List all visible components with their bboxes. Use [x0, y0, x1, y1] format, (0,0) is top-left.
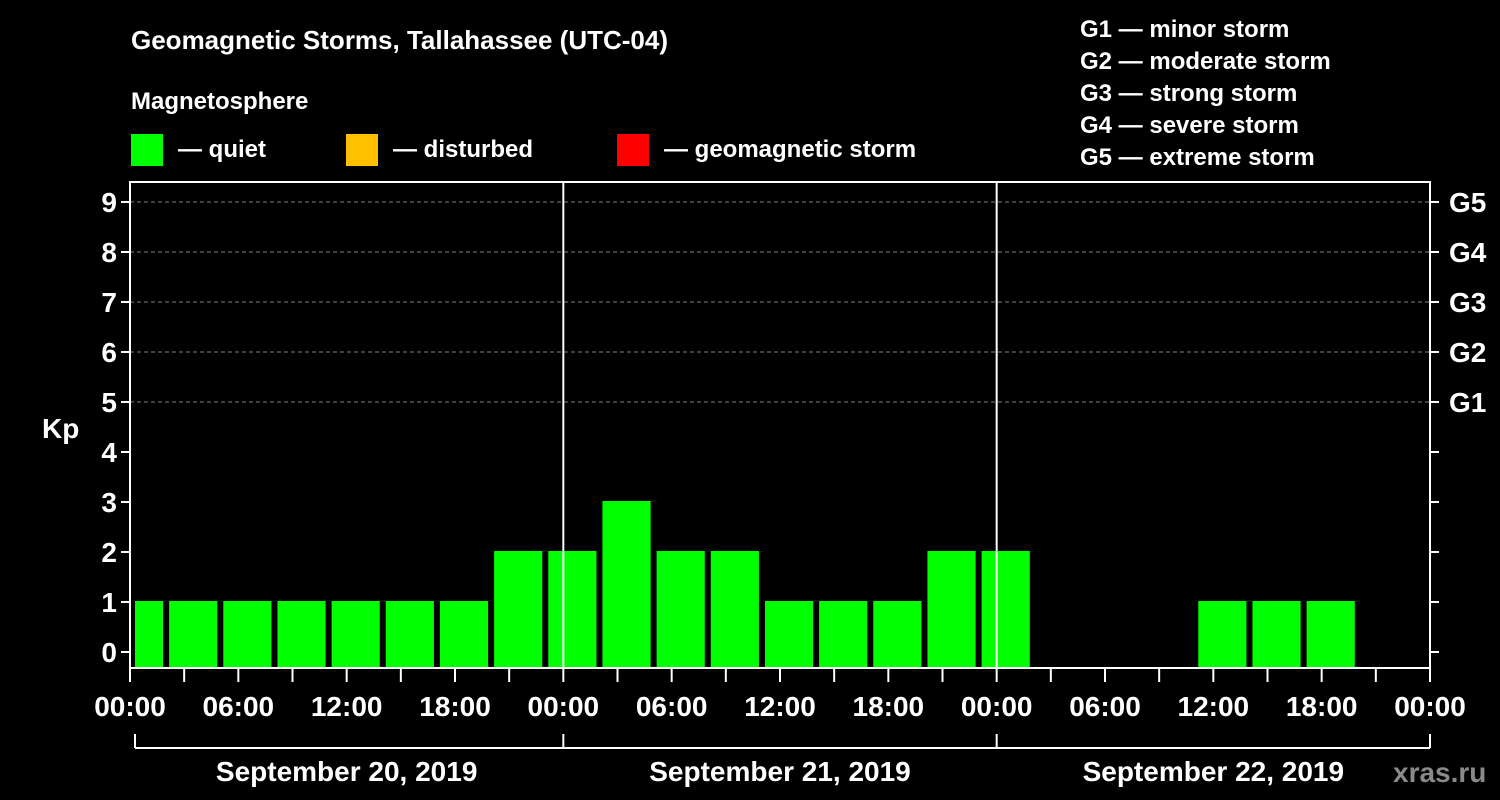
legend: — quiet — disturbed — geomagnetic storm: [131, 134, 916, 166]
x-tick-label-4: 00:00: [528, 691, 600, 722]
legend-label-quiet: — quiet: [178, 136, 266, 163]
x-tick-label-6: 12:00: [744, 691, 816, 722]
kp-bar-10: [656, 551, 705, 668]
kp-bar-18: [1252, 601, 1301, 668]
kp-bar-17: [1198, 601, 1247, 668]
kp-bar-15: [927, 551, 976, 668]
y-tick-label-2: 2: [101, 537, 117, 568]
kp-bar-8: [548, 551, 597, 668]
plot-frame: [129, 181, 1431, 669]
kp-bar-19: [1306, 601, 1355, 668]
y-tick-label-1: 1: [101, 587, 117, 618]
legend-swatch-storm: [617, 134, 649, 166]
g-scale-g5: G5 — extreme storm: [1080, 144, 1315, 171]
g-axis-label-g3: G3: [1449, 287, 1486, 318]
kp-bar-0: [135, 601, 164, 668]
y-tick-label-8: 8: [101, 237, 117, 268]
y-tick-label-5: 5: [101, 387, 117, 418]
kp-bar-1: [169, 601, 218, 668]
watermark: xras.ru: [1393, 757, 1486, 788]
y-tick-label-9: 9: [101, 187, 117, 218]
g-scale-g2: G2 — moderate storm: [1080, 48, 1331, 75]
y-tick-label-6: 6: [101, 337, 117, 368]
x-tick-label-2: 12:00: [311, 691, 383, 722]
legend-swatch-disturbed: [346, 134, 378, 166]
kp-bar-7: [494, 551, 543, 668]
g-scale-g3: G3 — strong storm: [1080, 80, 1297, 107]
g-scale-g1: G1 — minor storm: [1080, 16, 1289, 43]
x-tick-label-11: 18:00: [1286, 691, 1358, 722]
g-axis-label-g4: G4: [1449, 237, 1487, 268]
kp-bar-13: [819, 601, 868, 668]
x-tick-label-5: 06:00: [636, 691, 708, 722]
kp-bar-4: [331, 601, 380, 668]
x-tick-label-3: 18:00: [419, 691, 491, 722]
g-axis-label-g2: G2: [1449, 337, 1486, 368]
legend-swatch-quiet: [131, 134, 163, 166]
y-tick-label-3: 3: [101, 487, 117, 518]
kp-bar-5: [385, 601, 434, 668]
y-tick-label-7: 7: [101, 287, 117, 318]
kp-bar-6: [439, 601, 489, 668]
legend-label-storm: — geomagnetic storm: [664, 136, 916, 163]
day-label-2: September 22, 2019: [1083, 756, 1345, 787]
plot-area: 0 1 2 3 4 5 6 7 8 9 G1 G2 G3 G4 G5 00:00 06:00 12:00 18:00…: [94, 181, 1487, 787]
y-tick-label-4: 4: [101, 437, 117, 468]
x-tick-label-10: 12:00: [1178, 691, 1250, 722]
kp-bar-3: [277, 601, 326, 668]
kp-bar-11: [710, 551, 759, 668]
day-label-1: September 21, 2019: [649, 756, 911, 787]
day-label-0: September 20, 2019: [216, 756, 478, 787]
x-tick-label-8: 00:00: [961, 691, 1033, 722]
x-tick-label-1: 06:00: [203, 691, 275, 722]
x-tick-label-0: 00:00: [94, 691, 166, 722]
x-tick-label-7: 18:00: [853, 691, 925, 722]
x-tick-label-12: 00:00: [1394, 691, 1466, 722]
kp-bar-16: [981, 551, 1030, 668]
y-tick-label-0: 0: [101, 637, 117, 668]
legend-heading: Magnetosphere: [131, 88, 308, 115]
kp-bar-14: [873, 601, 922, 668]
kp-bar-9: [602, 501, 651, 668]
kp-bar-12: [764, 601, 814, 668]
kp-bar-2: [223, 601, 272, 668]
x-tick-label-9: 06:00: [1069, 691, 1141, 722]
g-axis-label-g5: G5: [1449, 187, 1486, 218]
g-scale-legend: G1 — minor storm G2 — moderate storm G3 …: [1080, 16, 1331, 171]
g-axis-label-g1: G1: [1449, 387, 1486, 418]
g-scale-g4: G4 — severe storm: [1080, 112, 1299, 139]
y-axis-label: Kp: [42, 413, 79, 444]
legend-label-disturbed: — disturbed: [393, 136, 533, 163]
chart-title: Geomagnetic Storms, Tallahassee (UTC-04): [131, 25, 668, 55]
